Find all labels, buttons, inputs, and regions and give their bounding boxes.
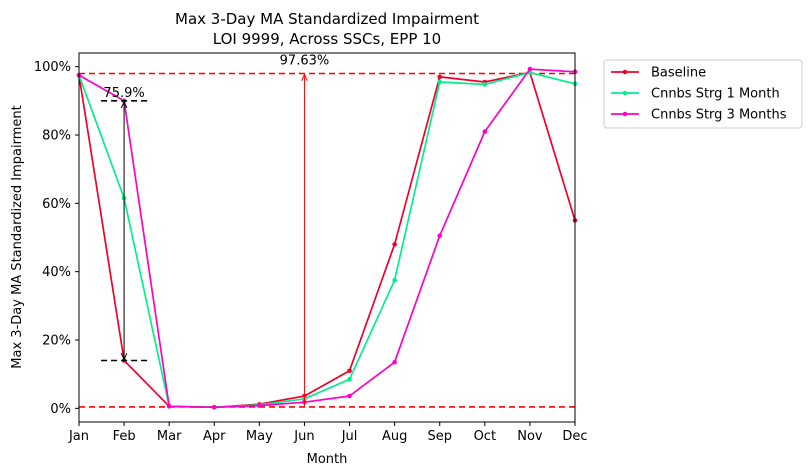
x-tick-label: Jul (341, 429, 358, 444)
data-point (482, 129, 488, 134)
y-tick-label: 0% (50, 402, 71, 417)
y-axis-label: Max 3-Day MA Standardized Impairment (10, 105, 25, 368)
range-label: 75.9% (103, 86, 144, 101)
data-point (257, 403, 262, 408)
legend-marker (622, 69, 628, 75)
legend-label: Baseline (651, 66, 706, 81)
chart-subtitle: LOI 9999, Across SSCs, EPP 10 (213, 30, 441, 48)
data-point (166, 403, 172, 409)
plot-frame (78, 52, 576, 423)
data-point (347, 368, 352, 374)
legend-marker (622, 90, 628, 96)
y-tick-label: 100% (34, 60, 71, 75)
legend-box (603, 59, 803, 129)
legend-label: Cnnbs Strg 1 Month (651, 87, 780, 102)
y-tick-label: 20% (42, 334, 71, 349)
series-line (78, 68, 576, 409)
data-point (437, 79, 443, 85)
data-point (392, 242, 397, 247)
data-point (482, 82, 488, 87)
data-point (347, 393, 352, 399)
series-line (78, 71, 576, 409)
data-point (437, 74, 443, 80)
y-tick-label: 80% (42, 129, 71, 144)
legend-marker (622, 111, 628, 117)
x-axis: Jan Feb Mar Apr May Jun Jul Aug Sep Oct Nov Dec (68, 422, 588, 444)
y-tick-label: 60% (42, 197, 71, 212)
series-line (78, 71, 576, 409)
data-point (392, 359, 397, 365)
plot-marks: 75.9% 97.63% (76, 54, 578, 410)
data-point (211, 405, 217, 410)
x-tick-label: May (246, 429, 273, 444)
x-tick-label: Feb (113, 429, 136, 444)
y-tick-label: 40% (42, 265, 71, 280)
data-point (527, 66, 533, 72)
x-tick-label: Jan (68, 429, 89, 444)
x-tick-label: Oct (474, 429, 496, 444)
data-point (347, 376, 352, 382)
chart-title: Max 3-Day MA Standardized Impairment (175, 10, 479, 28)
x-tick-label: Apr (203, 429, 226, 444)
legend: Baseline Cnnbs Strg 1 Month Cnnbs Strg 3 M… (603, 59, 803, 129)
x-tick-label: Mar (157, 429, 182, 444)
peak-label: 97.63% (280, 54, 330, 69)
x-tick-label: Dec (562, 429, 587, 444)
data-point (392, 277, 397, 283)
x-tick-label: Nov (517, 429, 543, 444)
x-tick-label: Sep (427, 429, 452, 444)
legend-label: Cnnbs Strg 3 Months (651, 108, 787, 123)
x-tick-label: Aug (382, 429, 407, 444)
data-point (437, 233, 443, 239)
y-axis: 0% 20% 40% 60% 80% 100% (34, 60, 79, 417)
x-axis-label: Month (307, 452, 348, 467)
x-tick-label: Jun (293, 429, 314, 444)
